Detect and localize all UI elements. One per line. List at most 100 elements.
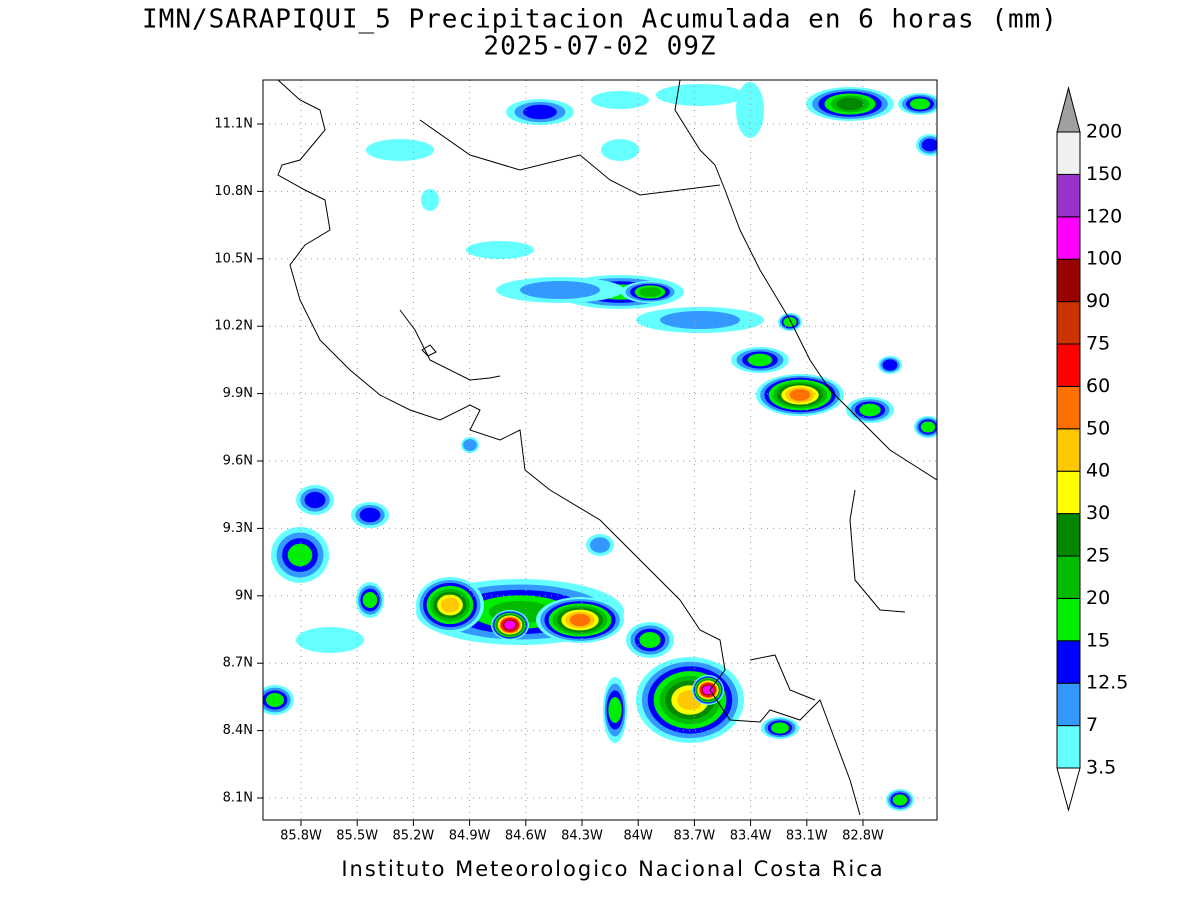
- rain-contour: [702, 685, 714, 695]
- nicoya-gulf: [399, 309, 501, 381]
- colorbar-box: [1056, 682, 1081, 727]
- rain-contour: [892, 794, 908, 806]
- rain-contour: [523, 104, 557, 120]
- lon-label: 85.8W: [280, 829, 322, 844]
- colorbar-label: 50: [1086, 417, 1110, 439]
- rain-contour: [921, 138, 937, 152]
- colorbar-label: 200: [1086, 121, 1122, 143]
- rain-contour: [266, 693, 284, 707]
- colorbar-box: [1056, 216, 1081, 260]
- colorbar-label: 100: [1086, 248, 1122, 270]
- lat-label: 10.5N: [214, 251, 253, 266]
- border-south: [849, 489, 906, 613]
- colorbar-box: [1056, 343, 1081, 387]
- colorbar-over: [1056, 86, 1081, 133]
- rain-contour: [359, 507, 381, 523]
- plot-frame: [262, 79, 938, 821]
- lat-label: 9.3N: [223, 521, 253, 536]
- lon-label: 84.3W: [561, 829, 603, 844]
- rain-contour: [789, 389, 811, 401]
- colorbar-label: 20: [1086, 587, 1110, 609]
- colorbar-box: [1056, 131, 1081, 175]
- colorbar-label: 7: [1086, 714, 1098, 736]
- lat-label: 8.4N: [223, 723, 253, 738]
- lon-label: 85.5W: [336, 829, 378, 844]
- colorbar-label: 150: [1086, 163, 1122, 185]
- colorbar-box: [1056, 258, 1081, 303]
- lon-label: 84W: [623, 829, 653, 844]
- rain-contour: [882, 359, 898, 371]
- lat-label: 10.2N: [214, 319, 253, 334]
- border-north: [419, 119, 721, 196]
- colorbar-box: [1056, 428, 1081, 472]
- lat-label: 9N: [235, 588, 253, 603]
- rain-contour: [421, 189, 439, 211]
- colorbar-label: 12.5: [1086, 672, 1128, 694]
- rain-contour: [440, 597, 460, 613]
- lon-label: 82.8W: [842, 829, 884, 844]
- rain-contour: [783, 317, 797, 327]
- rain-contour: [366, 139, 434, 161]
- rain-contour: [639, 286, 661, 298]
- graticule: 11.1N 10.8N 10.5N 10.2N 9.9N 9.6N 9.3N 9N 8.7N 8.…: [214, 80, 937, 844]
- colorbar-label: 15: [1086, 629, 1110, 651]
- caribbean-coast: [674, 80, 937, 481]
- lat-label: 10.8N: [214, 184, 253, 199]
- pacific-coast: [277, 80, 861, 816]
- lon-label: 84.6W: [505, 829, 547, 844]
- rain-contour: [910, 98, 930, 110]
- colorbar-box: [1056, 640, 1081, 684]
- colorbar-box: [1056, 173, 1081, 218]
- rain-contour: [296, 627, 364, 653]
- colorbar: 3.5 7 12.5 15 20 25 30 40 50 60 75 90 100 120 150 200: [1056, 86, 1128, 812]
- rain-contour: [463, 439, 477, 451]
- title: IMN/SARAPIQUI_5 Precipitacion Acumulada …: [142, 5, 1058, 35]
- lat-label: 9.9N: [223, 386, 253, 401]
- precipitation-field: [263, 82, 937, 811]
- rain-contour: [639, 632, 661, 648]
- rain-contour: [736, 82, 764, 138]
- colorbar-box: [1056, 513, 1081, 557]
- rain-contour: [859, 403, 881, 417]
- rain-contour: [656, 84, 744, 106]
- lon-label: 83.1W: [786, 829, 828, 844]
- colorbar-under: [1056, 767, 1081, 812]
- rain-contour: [304, 491, 326, 509]
- lon-label: 85.2W: [392, 829, 434, 844]
- lon-label: 83.4W: [730, 829, 772, 844]
- rain-contour: [287, 543, 313, 567]
- rain-contour: [590, 537, 610, 553]
- island: [421, 344, 437, 357]
- subtitle: 2025-07-02 09Z: [483, 32, 716, 62]
- coastlines: [277, 80, 937, 816]
- colorbar-label: 25: [1086, 545, 1110, 567]
- footer: Instituto Meteorologico Nacional Costa R…: [341, 857, 884, 881]
- rain-contour: [520, 281, 600, 299]
- lat-label: 9.6N: [223, 454, 253, 469]
- rain-contour: [591, 91, 649, 109]
- colorbar-label: 60: [1086, 375, 1110, 397]
- rain-contour: [660, 311, 740, 329]
- rain-contour: [601, 139, 639, 161]
- rain-contour: [362, 592, 378, 608]
- osa-peninsula: [749, 654, 816, 701]
- colorbar-box: [1056, 725, 1081, 769]
- rain-contour: [504, 620, 516, 630]
- colorbar-label: 75: [1086, 333, 1110, 355]
- rain-contour: [466, 241, 534, 259]
- colorbar-label: 90: [1086, 290, 1110, 312]
- colorbar-box: [1056, 597, 1081, 642]
- rain-contour: [608, 697, 622, 723]
- colorbar-label: 120: [1086, 205, 1122, 227]
- colorbar-box: [1056, 555, 1081, 599]
- colorbar-label: 30: [1086, 502, 1110, 524]
- rain-contour: [836, 97, 864, 111]
- lon-label: 83.7W: [673, 829, 715, 844]
- rain-contour: [747, 353, 773, 367]
- colorbar-box: [1056, 470, 1081, 515]
- lat-label: 8.7N: [223, 656, 253, 671]
- lat-label: 8.1N: [223, 791, 253, 806]
- lon-label: 84.9W: [449, 829, 491, 844]
- rain-contour: [920, 421, 936, 433]
